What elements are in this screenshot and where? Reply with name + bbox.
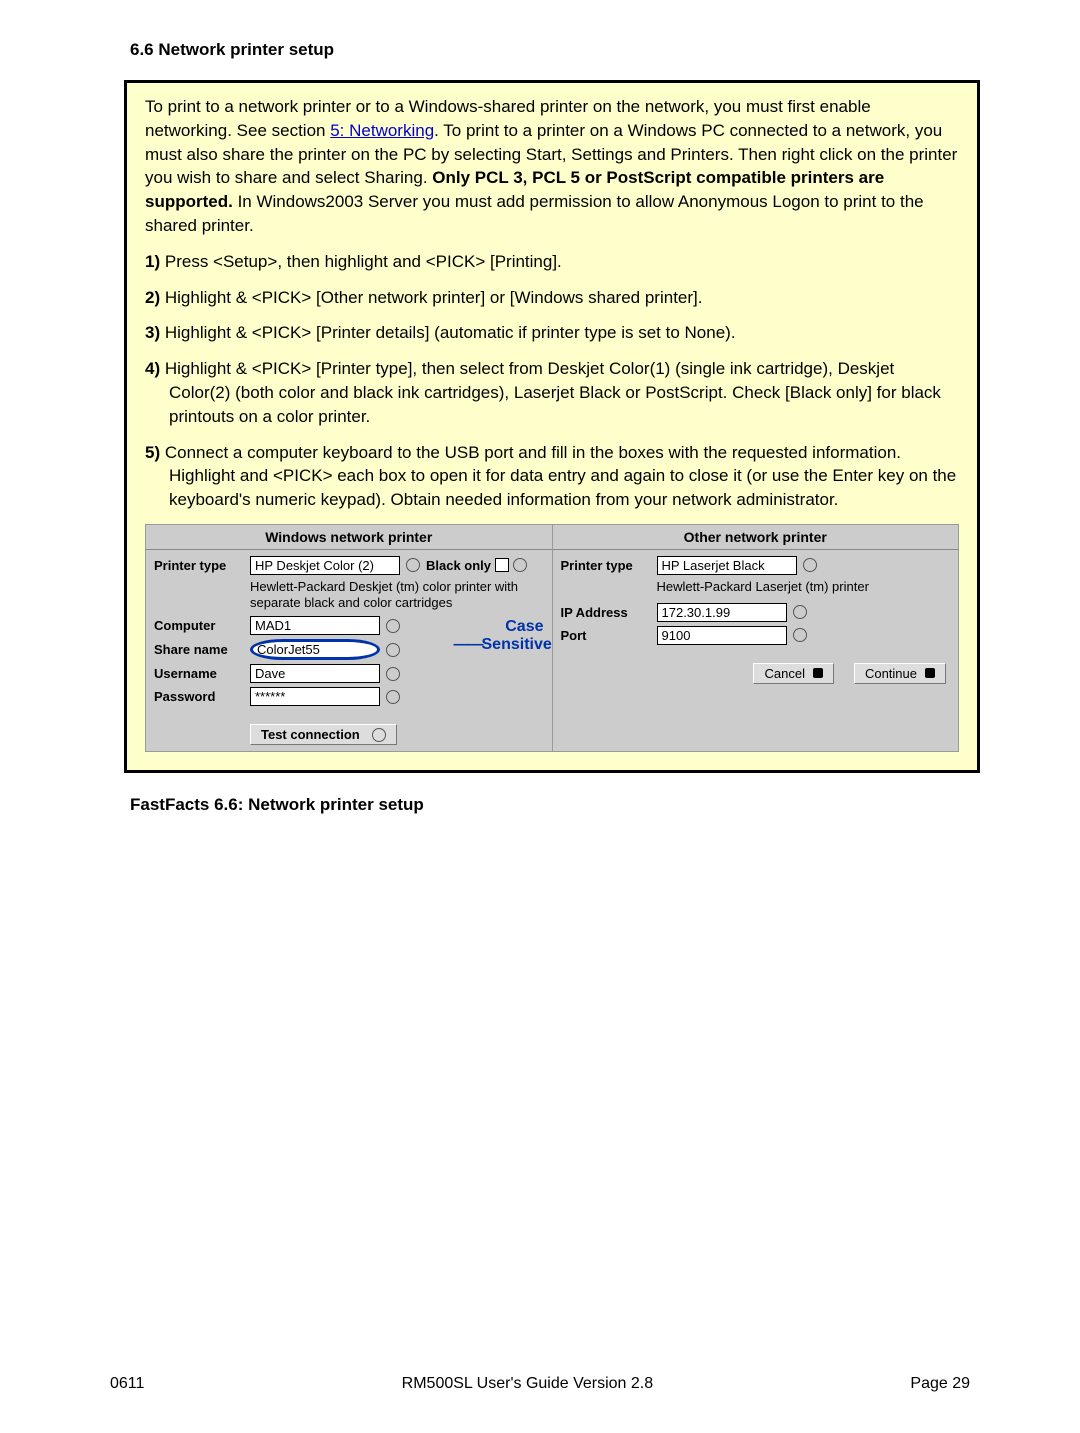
continue-label: Continue (865, 666, 917, 681)
case-sensitive-note-2: Sensitive (482, 636, 552, 654)
footer-center: RM500SL User's Guide Version 2.8 (402, 1375, 653, 1393)
footer-right: Page 29 (910, 1375, 970, 1393)
section-heading: 6.6 Network printer setup (100, 40, 980, 60)
port-input[interactable]: 9100 (657, 626, 787, 645)
networking-link[interactable]: 5: Networking (330, 121, 434, 140)
password-input[interactable]: ****** (250, 687, 380, 706)
step-3: 3) Highlight & <PICK> [Printer details] … (145, 321, 959, 345)
black-only-label: Black only (426, 558, 491, 573)
cancel-label: Cancel (764, 666, 804, 681)
dropdown-indicator-icon[interactable] (406, 558, 420, 572)
r-printer-type-label: Printer type (561, 558, 651, 573)
step-2: 2) Highlight & <PICK> [Other network pri… (145, 286, 959, 310)
step-2-text: Highlight & <PICK> [Other network printe… (165, 288, 703, 307)
cancel-icon (813, 668, 823, 678)
password-indicator-icon[interactable] (386, 690, 400, 704)
ip-input[interactable]: 172.30.1.99 (657, 603, 787, 622)
ip-label: IP Address (561, 605, 651, 620)
pointer-line-icon: —— (454, 636, 482, 654)
case-sensitive-note-1: Case (454, 618, 544, 636)
printer-type-value: HP Deskjet Color (2) (255, 558, 374, 573)
steps-list: 1) Press <Setup>, then highlight and <PI… (145, 250, 959, 512)
other-pane-title: Other network printer (553, 525, 959, 550)
r-printer-type-dropdown[interactable]: HP Laserjet Black (657, 556, 797, 575)
username-label: Username (154, 666, 244, 681)
black-only-checkbox[interactable] (495, 558, 509, 572)
username-indicator-icon[interactable] (386, 667, 400, 681)
share-input[interactable]: ColorJet55 (250, 639, 380, 660)
printer-type-dropdown[interactable]: HP Deskjet Color (2) (250, 556, 400, 575)
windows-pane-title: Windows network printer (146, 525, 552, 550)
r-dropdown-indicator-icon[interactable] (803, 558, 817, 572)
computer-input[interactable]: MAD1 (250, 616, 380, 635)
computer-indicator-icon[interactable] (386, 619, 400, 633)
instruction-box: To print to a network printer or to a Wi… (124, 80, 980, 773)
left-printer-desc: Hewlett-Packard Deskjet (tm) color print… (154, 579, 544, 610)
footer-left: 0611 (110, 1375, 144, 1393)
password-label: Password (154, 689, 244, 704)
intro-tail: In Windows2003 Server you must add permi… (145, 192, 924, 235)
r-printer-type-value: HP Laserjet Black (662, 558, 765, 573)
intro-paragraph: To print to a network printer or to a Wi… (145, 95, 959, 238)
test-connection-indicator-icon (372, 728, 386, 742)
test-connection-button[interactable]: Test connection (250, 724, 397, 745)
username-input[interactable]: Dave (250, 664, 380, 683)
computer-label: Computer (154, 618, 244, 633)
black-only-indicator-icon[interactable] (513, 558, 527, 572)
step-1: 1) Press <Setup>, then highlight and <PI… (145, 250, 959, 274)
continue-button[interactable]: Continue (854, 663, 946, 684)
fastfacts-label: FastFacts 6.6: Network printer setup (100, 795, 980, 815)
step-4: 4) Highlight & <PICK> [Printer type], th… (145, 357, 959, 428)
page-footer: 0611 RM500SL User's Guide Version 2.8 Pa… (100, 1375, 980, 1393)
share-indicator-icon[interactable] (386, 643, 400, 657)
share-label: Share name (154, 642, 244, 657)
step-5: 5) Connect a computer keyboard to the US… (145, 441, 959, 512)
step-4-text: Highlight & <PICK> [Printer type], then … (165, 359, 941, 426)
cancel-button[interactable]: Cancel (753, 663, 833, 684)
test-connection-label: Test connection (261, 727, 360, 742)
continue-icon (925, 668, 935, 678)
step-5-text: Connect a computer keyboard to the USB p… (165, 443, 956, 510)
other-printer-pane: Other network printer Printer type HP La… (553, 525, 959, 751)
right-printer-desc: Hewlett-Packard Laserjet (tm) printer (561, 579, 951, 595)
step-3-text: Highlight & <PICK> [Printer details] (au… (165, 323, 736, 342)
ip-indicator-icon[interactable] (793, 605, 807, 619)
dialog-screenshot: Windows network printer Printer type HP … (145, 524, 959, 752)
printer-type-label: Printer type (154, 558, 244, 573)
step-1-text: Press <Setup>, then highlight and <PICK>… (165, 252, 562, 271)
windows-printer-pane: Windows network printer Printer type HP … (146, 525, 553, 751)
port-indicator-icon[interactable] (793, 628, 807, 642)
port-label: Port (561, 628, 651, 643)
